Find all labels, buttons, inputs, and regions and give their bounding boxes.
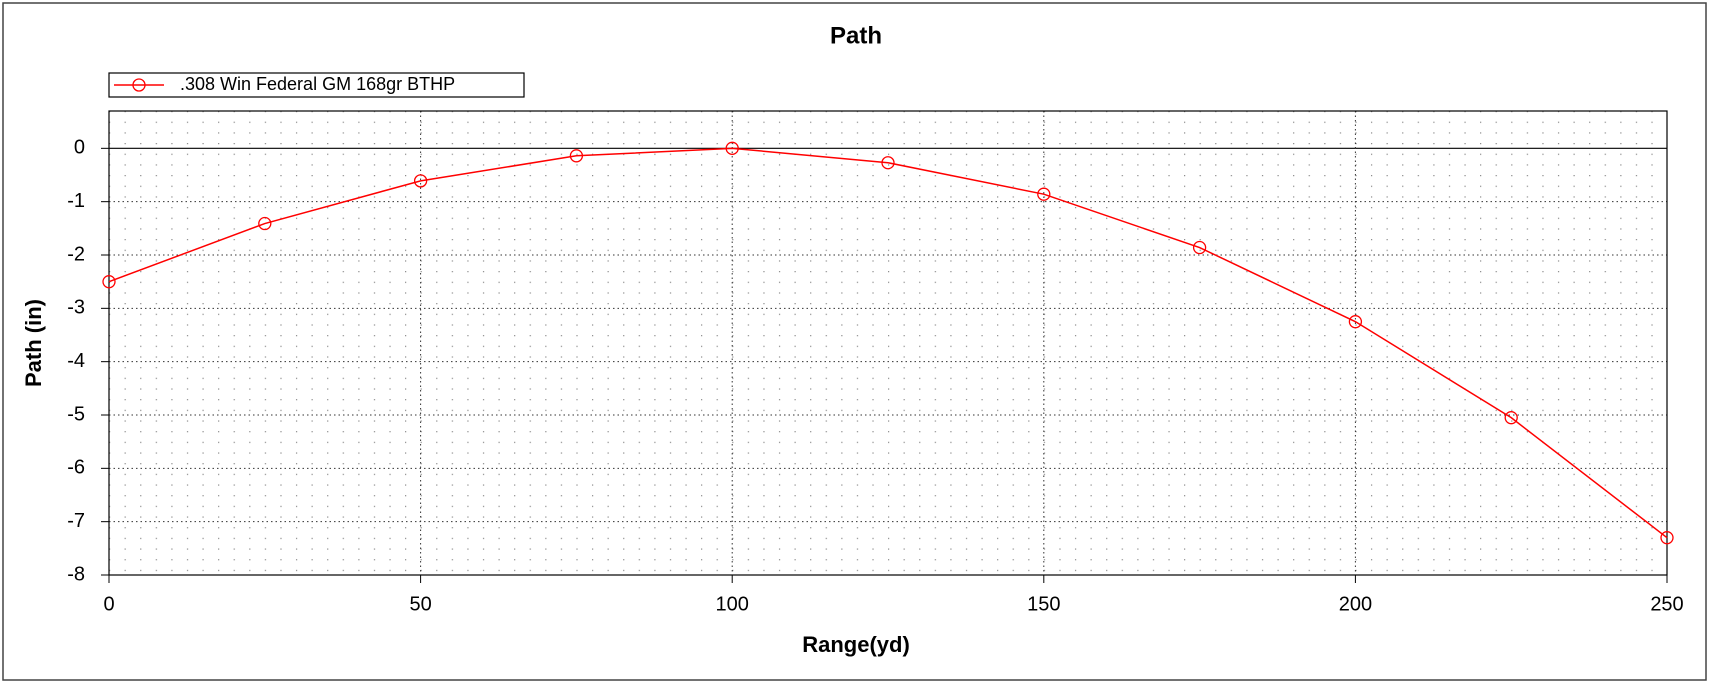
y-tick-label: -3 (67, 297, 85, 319)
minor-grid (109, 111, 1667, 575)
y-axis-label: Path (in) (21, 299, 46, 387)
legend-box (108, 72, 525, 98)
legend: .308 Win Federal GM 168gr BTHP (108, 72, 525, 98)
y-tick-label: -5 (67, 403, 85, 425)
x-tick-label: 0 (103, 593, 114, 615)
y-tick-label: -7 (67, 510, 85, 532)
y-tick-label: -8 (67, 563, 85, 585)
marker (725, 141, 739, 155)
marker (1660, 531, 1674, 545)
series-line (108, 147, 1668, 539)
x-tick-label: 250 (1650, 593, 1683, 615)
x-tick-label: 100 (716, 593, 749, 615)
x-tick-label: 200 (1339, 593, 1372, 615)
y-tick-label: 0 (74, 137, 85, 159)
y-tick-label: -6 (67, 457, 85, 479)
y-tick-label: -4 (67, 350, 85, 372)
marker (1037, 187, 1051, 201)
marker (258, 216, 272, 231)
marker (1348, 315, 1363, 329)
x-tick-label: 150 (1027, 593, 1060, 615)
marker (102, 275, 116, 289)
plot-border (108, 110, 1668, 576)
marker (569, 149, 584, 163)
y-tick-label: -1 (67, 190, 85, 212)
marker (413, 174, 428, 188)
legend-marker (132, 78, 146, 92)
legend-label: .308 Win Federal GM 168gr BTHP (180, 74, 455, 94)
marker (881, 156, 895, 170)
y-tick-label: -2 (67, 243, 85, 265)
marker (1504, 411, 1518, 425)
x-tick-label: 50 (409, 593, 431, 615)
x-axis-label: Range(yd) (802, 632, 910, 657)
chart-title: Path (830, 22, 882, 49)
marker (1192, 240, 1207, 255)
